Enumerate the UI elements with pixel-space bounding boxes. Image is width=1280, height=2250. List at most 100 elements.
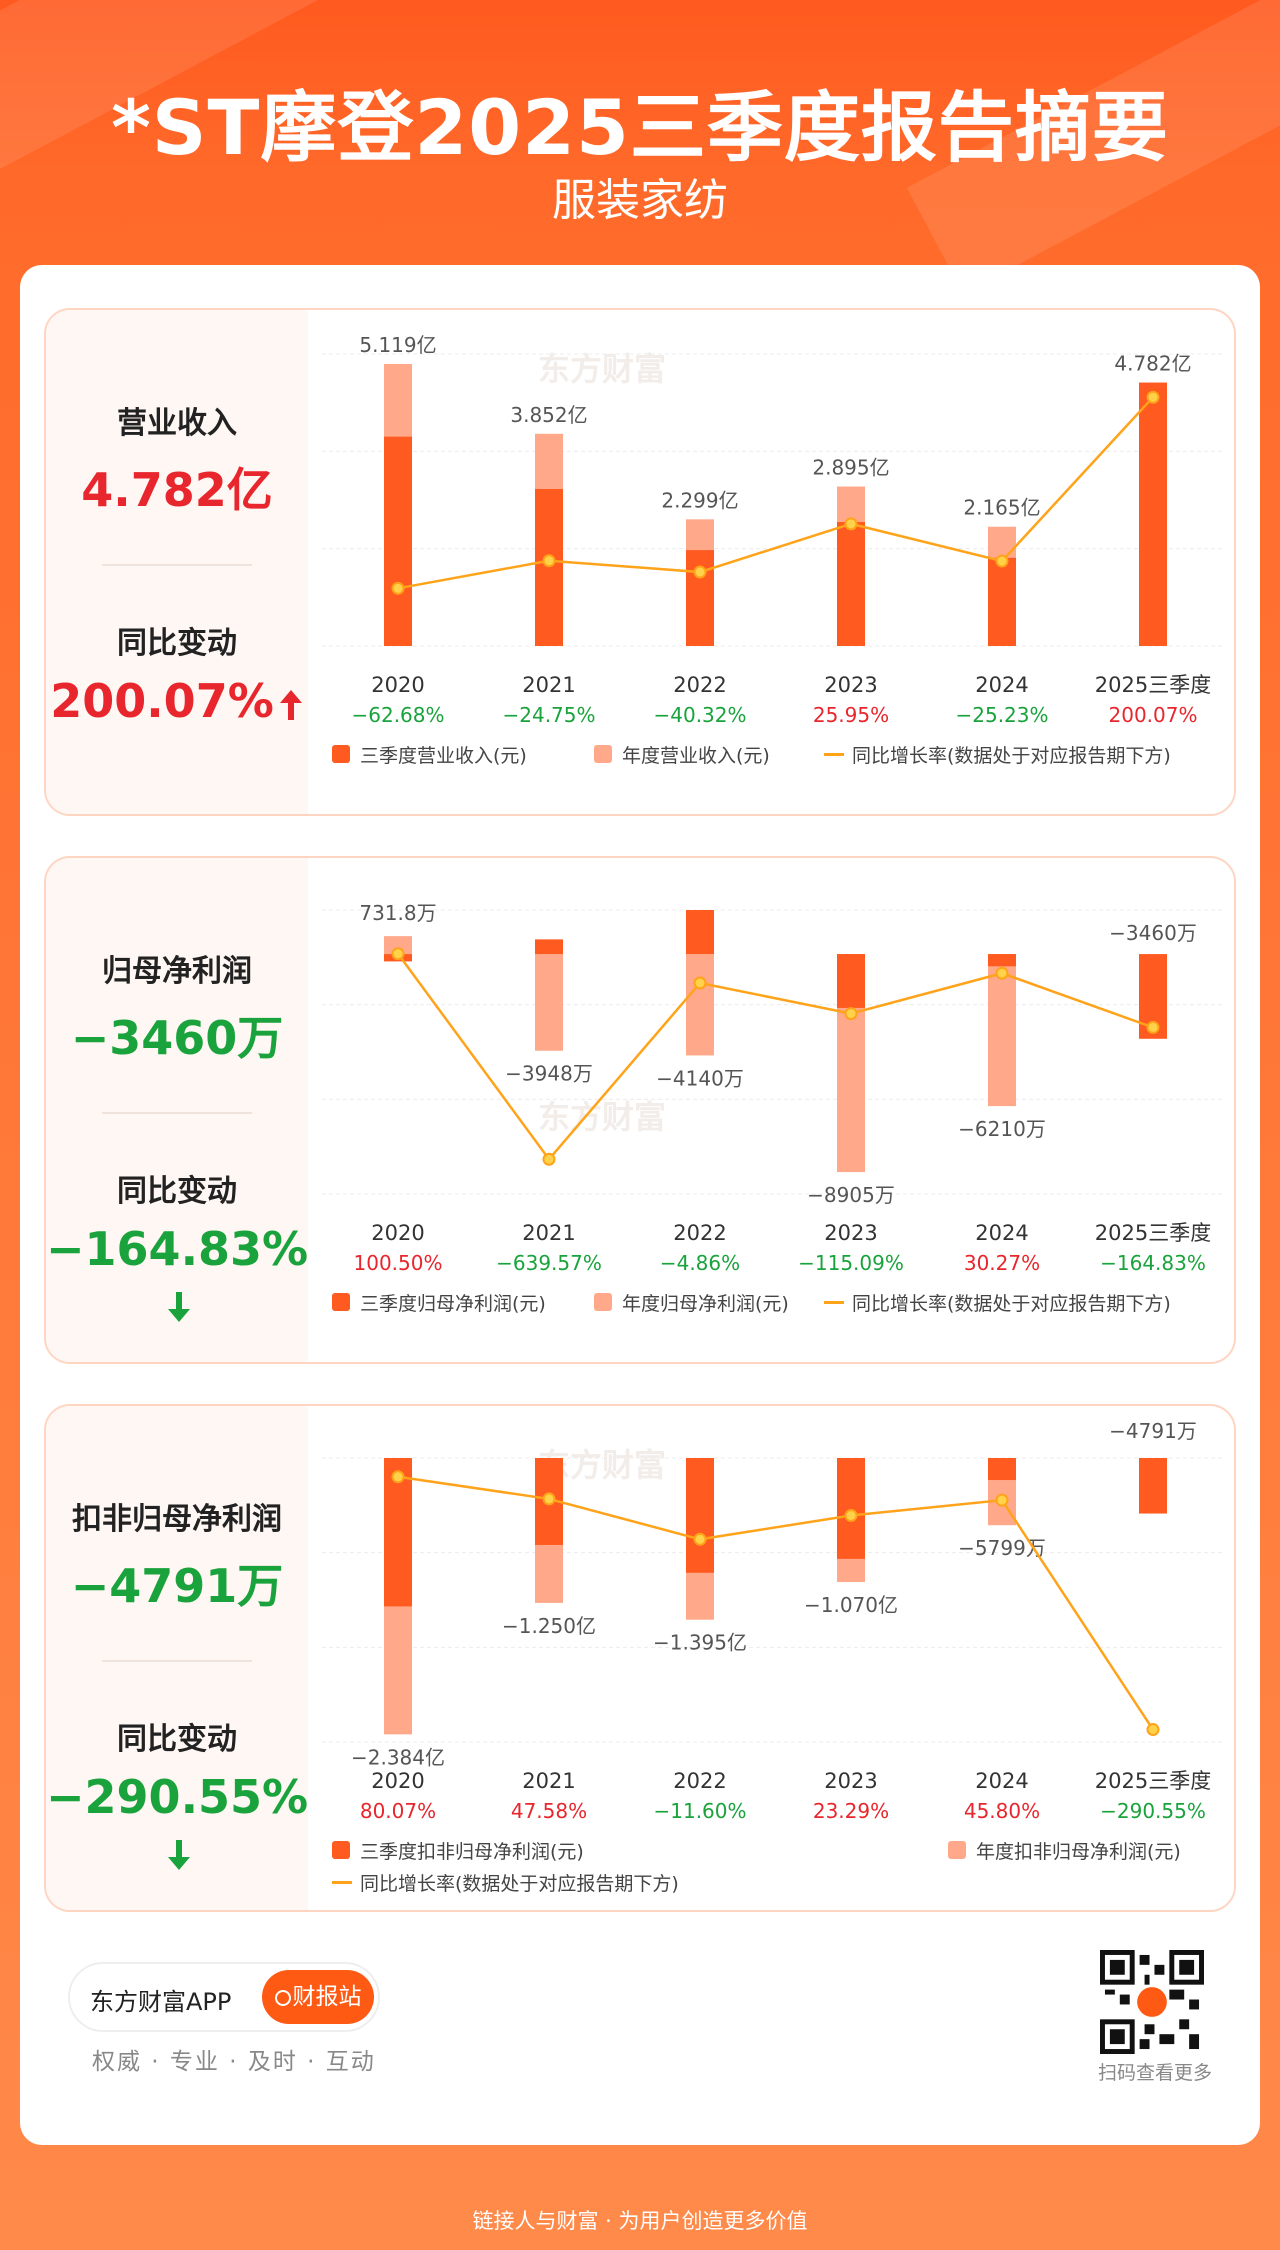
category-label: 2021	[522, 673, 575, 697]
qr-code[interactable]	[1100, 1950, 1204, 2054]
legend-bar-swatch	[594, 745, 612, 763]
legend-label: 年度营业收入(元)	[622, 745, 770, 767]
category-label: 2025三季度	[1095, 1221, 1211, 1245]
metric-value: 4.782亿	[81, 463, 273, 517]
change-value: −290.55%	[46, 1770, 308, 1878]
metric-value: −3460万	[70, 1011, 284, 1065]
bar-value-label: −3948万	[505, 1062, 593, 1086]
change-value: −164.83%	[46, 1222, 308, 1330]
q3-bar	[535, 939, 563, 955]
growth-label: 200.07%	[1109, 703, 1198, 727]
growth-label: −639.57%	[496, 1251, 602, 1275]
q3-bar	[384, 436, 412, 646]
legend-label: 三季度归母净利润(元)	[360, 1293, 546, 1315]
q3-bar	[988, 1458, 1016, 1481]
change-label: 同比变动	[117, 1722, 237, 1757]
deducted-profit-chart: 东方财富−2.384亿202080.07%−1.250亿202147.58%−1…	[322, 1419, 1224, 1895]
growth-point	[693, 976, 707, 990]
search-icon	[274, 1989, 291, 2006]
annual-bar	[384, 936, 412, 955]
growth-label: −62.68%	[351, 703, 444, 727]
growth-label: −164.83%	[1100, 1251, 1206, 1275]
growth-label: −40.32%	[653, 703, 746, 727]
legend-label: 年度归母净利润(元)	[622, 1293, 789, 1315]
bar-value-label: −5799万	[958, 1536, 1046, 1560]
category-label: 2023	[824, 1769, 877, 1793]
annual-bar	[686, 954, 714, 1056]
q3-bar	[686, 1458, 714, 1573]
net-profit-summary: 归母净利润 −3460万 同比变动 −164.83%	[46, 858, 308, 1362]
growth-label: 30.27%	[964, 1251, 1040, 1275]
change-label: 同比变动	[117, 626, 237, 661]
growth-point	[844, 1508, 858, 1522]
bar-value-label: −2.384亿	[351, 1745, 445, 1769]
bar-value-label: −3460万	[1109, 921, 1197, 945]
metric-label: 扣非归母净利润	[72, 1502, 282, 1537]
qr-caption: 扫码查看更多	[1097, 2062, 1212, 2084]
app-name: 东方财富APP	[90, 1988, 232, 2016]
legend-bar-swatch	[332, 1293, 350, 1311]
bar-value-label: −4140万	[656, 1066, 744, 1090]
q3-bar	[686, 550, 714, 646]
category-label: 2022	[673, 1221, 726, 1245]
category-label: 2020	[371, 1221, 424, 1245]
category-label: 2025三季度	[1095, 673, 1211, 697]
growth-point	[693, 1532, 707, 1546]
q3-bar	[988, 557, 1016, 646]
metric-label: 归母净利润	[102, 954, 252, 989]
legend-line-swatch	[824, 753, 844, 756]
growth-point	[995, 1493, 1009, 1507]
arrow-down-icon	[168, 1291, 190, 1322]
annual-bar	[535, 954, 563, 1051]
bar-value-label: 2.299亿	[661, 488, 738, 512]
bar-value-label: −4791万	[1109, 1419, 1197, 1443]
legend-line-swatch	[332, 1881, 352, 1884]
report-station-button[interactable]: 财报站	[262, 1970, 374, 2024]
deducted-profit-summary: 扣非归母净利润 −4791万 同比变动 −290.55%	[46, 1406, 308, 1910]
growth-line	[396, 953, 1154, 1162]
growth-label: 45.80%	[964, 1799, 1040, 1823]
bar-value-label: 5.119亿	[359, 333, 436, 357]
category-label: 2020	[371, 673, 424, 697]
category-label: 2023	[824, 673, 877, 697]
bar-value-label: −1.395亿	[653, 1631, 747, 1655]
growth-label: −11.60%	[653, 1799, 746, 1823]
legend-label: 同比增长率(数据处于对应报告期下方)	[852, 1293, 1171, 1315]
bar-value-label: −1.250亿	[502, 1614, 596, 1638]
growth-label: 25.95%	[813, 703, 889, 727]
legend-bar-swatch	[948, 1841, 966, 1859]
category-label: 2024	[975, 1769, 1028, 1793]
metric-label: 营业收入	[117, 406, 237, 441]
change-value-text: −290.55%	[46, 1770, 309, 1824]
growth-label: −25.23%	[955, 703, 1048, 727]
legend-line-swatch	[824, 1301, 844, 1304]
category-label: 2025三季度	[1095, 1769, 1211, 1793]
q3-bar	[535, 488, 563, 646]
header-banner: *ST摩登2025三季度报告摘要 服装家纺	[0, 0, 1280, 265]
growth-label: −24.75%	[502, 703, 595, 727]
growth-label: −115.09%	[798, 1251, 904, 1275]
growth-point	[1146, 390, 1160, 404]
growth-point	[844, 1007, 858, 1021]
bar-value-label: −8905万	[807, 1183, 895, 1207]
growth-label: 80.07%	[360, 1799, 436, 1823]
legend-label: 年度扣非归母净利润(元)	[976, 1841, 1181, 1863]
growth-point	[844, 517, 858, 531]
category-label: 2024	[975, 1221, 1028, 1245]
page-title: *ST摩登2025三季度报告摘要	[111, 83, 1169, 172]
revenue-panel: 营业收入 4.782亿 同比变动 200.07% 东方财富 5.119亿 2020 −…	[44, 308, 1236, 816]
q3-bar	[837, 1458, 865, 1559]
category-label: 2024	[975, 673, 1028, 697]
growth-point	[391, 1470, 405, 1484]
deducted-profit-panel: 扣非归母净利润 −4791万 同比变动 −290.55% 东方财富 −2.384亿…	[44, 1404, 1236, 1912]
growth-point	[1146, 1723, 1160, 1737]
change-value-text: −164.83%	[46, 1222, 309, 1276]
page-subtitle: 服装家纺	[552, 175, 728, 226]
growth-point	[391, 581, 405, 595]
legend-label: 同比增长率(数据处于对应报告期下方)	[852, 745, 1171, 767]
legend-bar-swatch	[332, 745, 350, 763]
bar-value-label: 2.165亿	[963, 496, 1040, 520]
revenue-chart: 东方财富 5.119亿 2020 −62.68% 3.852亿 2021 −24.75% 2.…	[322, 333, 1224, 767]
app-badge[interactable]: 东方财富APP 财报站	[68, 1962, 380, 2032]
watermark-text: 东方财富	[538, 350, 666, 388]
